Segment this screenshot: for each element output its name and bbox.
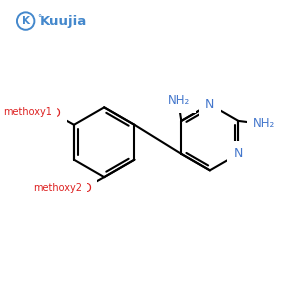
Text: N: N: [234, 147, 243, 161]
Text: Kuujia: Kuujia: [40, 15, 88, 28]
Text: O: O: [81, 182, 91, 195]
Text: °: °: [37, 14, 41, 23]
Text: NH₂: NH₂: [168, 94, 190, 107]
Text: NH₂: NH₂: [253, 117, 275, 130]
Text: N: N: [205, 98, 214, 111]
Text: methoxy1: methoxy1: [3, 107, 52, 117]
Text: methoxy2: methoxy2: [33, 183, 82, 193]
Text: O: O: [51, 107, 61, 120]
Text: K: K: [22, 16, 30, 26]
